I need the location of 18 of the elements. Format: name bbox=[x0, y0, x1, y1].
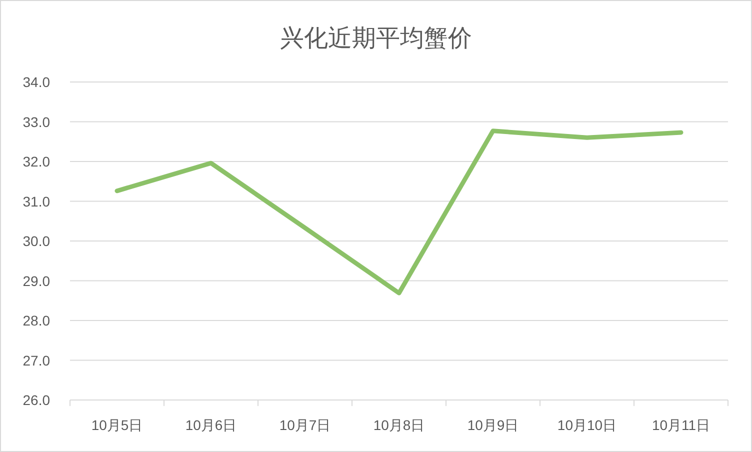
x-tick-label: 10月11日 bbox=[652, 417, 710, 433]
x-tick-label: 10月9日 bbox=[467, 417, 519, 433]
x-tick-label: 10月10日 bbox=[557, 417, 617, 433]
y-tick-label: 34.0 bbox=[22, 74, 50, 90]
y-tick-label: 29.0 bbox=[22, 272, 50, 289]
y-tick-label: 32.0 bbox=[22, 154, 50, 170]
chart-title: 兴化近期平均蟹价 bbox=[280, 25, 472, 52]
y-tick-label: 26.0 bbox=[22, 392, 50, 408]
y-tick-label: 28.0 bbox=[22, 312, 50, 328]
y-tick-label: 33.0 bbox=[22, 114, 50, 130]
x-tick-label: 10月8日 bbox=[373, 417, 425, 433]
x-tick-label: 10月6日 bbox=[185, 417, 237, 433]
line-series bbox=[114, 128, 684, 296]
y-tick-label: 30.0 bbox=[22, 233, 50, 249]
x-tick-label: 10月5日 bbox=[91, 417, 143, 433]
y-tick-label: 27.0 bbox=[22, 352, 50, 368]
x-tick-label: 10月7日 bbox=[279, 417, 331, 433]
y-tick-label: 31.0 bbox=[22, 193, 50, 210]
